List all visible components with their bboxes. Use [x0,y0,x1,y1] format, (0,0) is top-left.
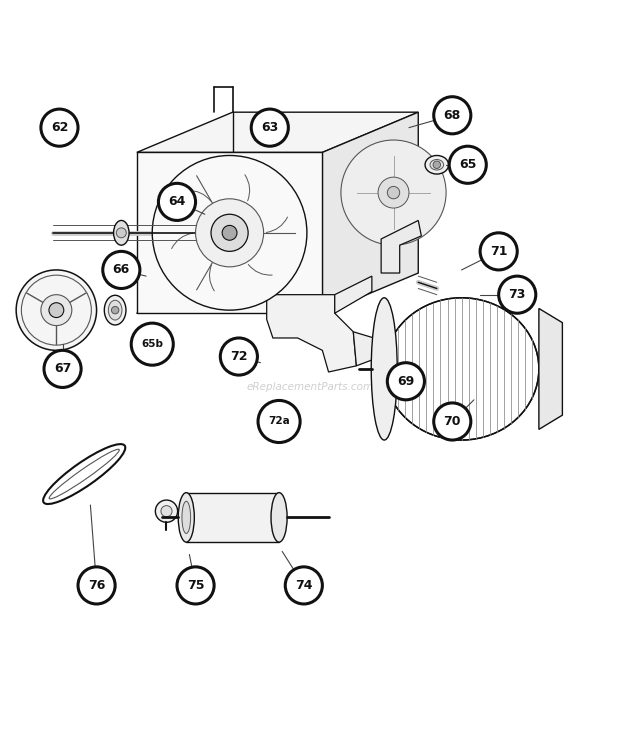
Text: 76: 76 [88,579,105,592]
Polygon shape [335,276,372,313]
Circle shape [44,350,81,388]
Text: 65: 65 [459,158,476,171]
Text: 64: 64 [168,196,185,208]
Ellipse shape [371,298,397,440]
Text: 68: 68 [444,109,461,122]
Polygon shape [267,295,356,372]
Ellipse shape [108,301,122,320]
Text: 70: 70 [443,415,461,428]
Circle shape [251,109,288,147]
Text: 74: 74 [295,579,312,592]
Text: 72: 72 [230,350,247,363]
Circle shape [131,323,173,365]
Circle shape [388,363,425,400]
Polygon shape [137,112,418,153]
Circle shape [161,506,172,517]
Circle shape [103,251,140,289]
Circle shape [49,303,64,318]
Circle shape [16,270,97,350]
Circle shape [258,400,300,443]
Ellipse shape [49,449,119,499]
Ellipse shape [425,155,448,174]
Text: 69: 69 [397,375,415,388]
Ellipse shape [384,298,539,440]
Polygon shape [322,112,419,313]
Text: 71: 71 [490,245,507,258]
Circle shape [341,140,446,246]
Text: 62: 62 [51,121,68,134]
Text: 75: 75 [187,579,205,592]
Circle shape [153,155,307,310]
Ellipse shape [271,493,287,542]
Circle shape [41,109,78,147]
Circle shape [78,567,115,604]
Text: 72a: 72a [268,417,290,426]
Text: 66: 66 [113,263,130,277]
Polygon shape [539,309,562,429]
Circle shape [159,183,195,220]
Text: eReplacementParts.com: eReplacementParts.com [246,382,374,393]
Circle shape [388,187,400,199]
Polygon shape [353,332,384,366]
Circle shape [449,147,486,183]
Circle shape [112,307,119,314]
Ellipse shape [178,493,194,542]
Ellipse shape [430,159,444,170]
Ellipse shape [113,220,129,246]
Circle shape [378,177,409,208]
Ellipse shape [182,501,190,533]
Circle shape [433,161,441,168]
Text: 65b: 65b [141,339,163,349]
Ellipse shape [104,295,126,325]
Text: 67: 67 [54,362,71,376]
Circle shape [195,199,264,267]
Circle shape [434,403,471,440]
Polygon shape [137,153,322,313]
Circle shape [220,338,257,375]
Circle shape [156,500,177,522]
Circle shape [117,228,126,238]
Circle shape [211,214,248,251]
Ellipse shape [43,444,125,504]
Text: 73: 73 [508,288,526,301]
Circle shape [434,97,471,134]
Circle shape [285,567,322,604]
Circle shape [41,295,72,326]
Polygon shape [186,493,279,542]
Circle shape [222,225,237,240]
Polygon shape [381,220,422,273]
Circle shape [480,233,517,270]
Circle shape [177,567,214,604]
Text: 63: 63 [261,121,278,134]
Circle shape [498,276,536,313]
